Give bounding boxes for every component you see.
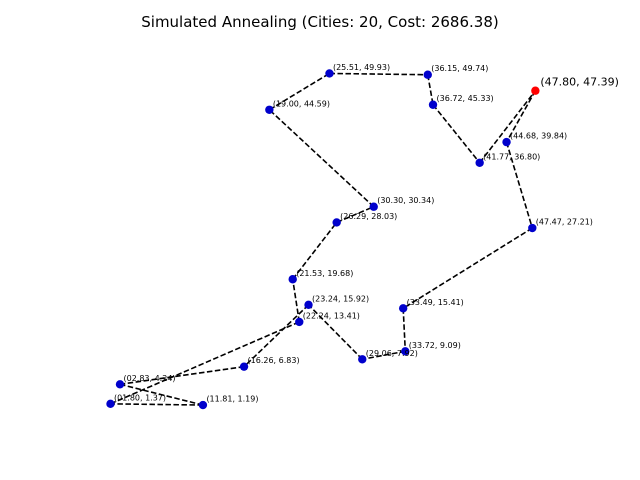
route-segment: [432, 104, 481, 164]
route-segment: [119, 365, 245, 386]
route-segment: [505, 141, 534, 229]
route-segment: [505, 90, 537, 143]
route-segment: [110, 403, 203, 406]
route-segment: [362, 350, 406, 361]
route-segment: [119, 383, 204, 406]
city-point: [239, 362, 249, 371]
city-label: (44.68, 39.84): [510, 132, 567, 141]
route-segment: [291, 279, 301, 323]
city-label: (26.29, 28.03): [340, 212, 397, 221]
city-point: [398, 304, 408, 313]
city-labels: (47.80, 47.39) (44.68, 39.84) (47.47, 27.2…: [114, 63, 619, 404]
city-markers: [106, 69, 540, 410]
city-label: (02.83, 4.24): [123, 374, 175, 383]
city-point: [428, 100, 438, 109]
city-point: [106, 399, 115, 409]
city-label: (25.51, 49.93): [333, 63, 390, 72]
city-point: [528, 223, 537, 233]
city-label: (23.24, 15.92): [312, 294, 369, 303]
city-point: [332, 218, 341, 227]
city-label: (19.00, 44.59): [273, 99, 330, 108]
city-point: [304, 300, 313, 310]
city-label: (33.72, 9.09): [409, 341, 461, 350]
start-city-point: [531, 86, 540, 95]
start-city-label: (47.80, 47.39): [540, 76, 619, 89]
city-label: (21.53, 19.68): [296, 269, 353, 278]
route-segment: [268, 72, 330, 111]
city-point: [198, 400, 208, 410]
city-point: [265, 105, 274, 114]
city-point: [369, 202, 378, 211]
chart-title: Simulated Annealing (Cities: 20, Cost: 2…: [141, 13, 498, 31]
city-label: (47.47, 27.21): [536, 218, 593, 227]
city-point: [358, 355, 367, 364]
city-label: (41.77, 36.80): [483, 152, 540, 161]
route-segment: [402, 227, 533, 309]
city-label: (30.30, 30.34): [377, 196, 434, 205]
city-label: (36.72, 45.33): [437, 94, 494, 103]
route-segment: [292, 221, 338, 280]
city-label: (22.24, 13.41): [303, 311, 360, 320]
city-point: [295, 317, 304, 327]
city-point: [288, 275, 297, 284]
route-segment: [479, 90, 536, 164]
route-segment: [307, 304, 363, 360]
city-label: (33.49, 15.41): [407, 298, 464, 307]
city-point: [475, 158, 484, 167]
route-segment: [329, 72, 428, 76]
route-segment: [402, 308, 407, 352]
city-label: (01.80, 1.37): [114, 393, 166, 402]
city-label: (11.81, 1.19): [206, 395, 258, 404]
route-segment: [336, 205, 375, 224]
route-path: [110, 72, 537, 406]
city-label: (29.06, 7.92): [366, 349, 418, 358]
city-point: [502, 137, 511, 147]
route-segment: [110, 321, 300, 405]
city-label: (16.26, 6.83): [248, 356, 300, 365]
city-point: [401, 347, 410, 356]
route-segment: [426, 74, 434, 105]
city-point: [423, 70, 432, 79]
city-label: (36.15, 49.74): [431, 64, 488, 73]
city-point: [115, 380, 125, 389]
city-point: [325, 69, 334, 78]
route-segment: [243, 304, 310, 368]
route-segment: [268, 109, 375, 208]
